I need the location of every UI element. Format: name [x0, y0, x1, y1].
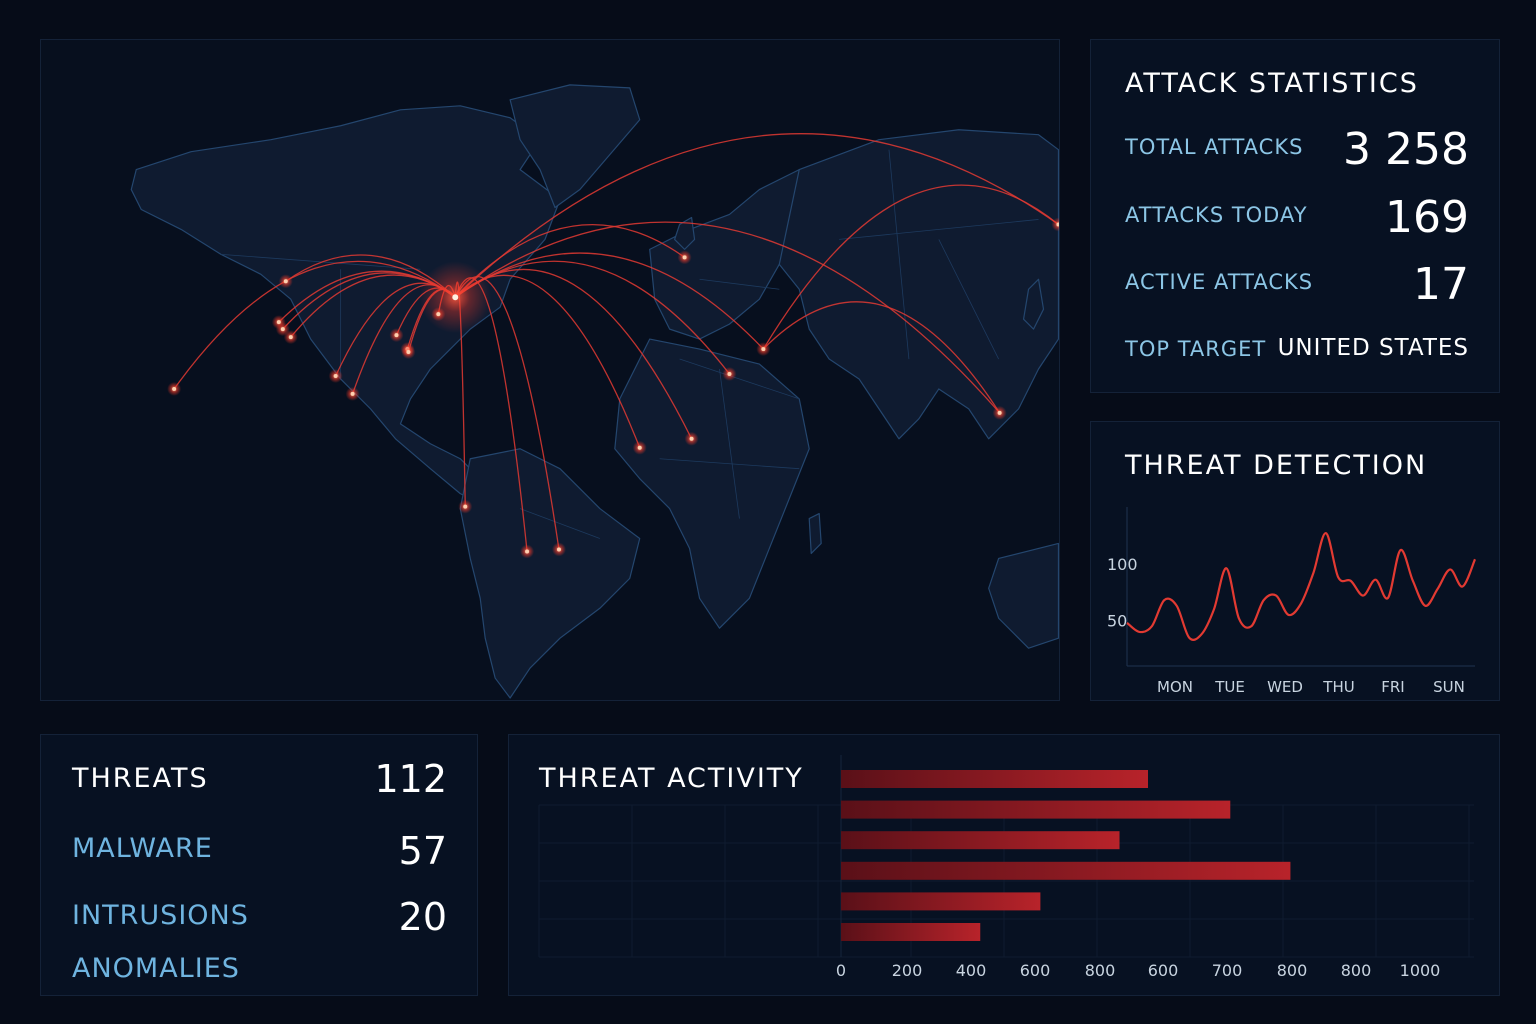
island-japan	[1022, 278, 1045, 330]
attack-point	[463, 504, 468, 509]
attack-arc	[454, 133, 1059, 298]
attack-point	[997, 410, 1002, 415]
attack-point	[406, 350, 411, 355]
continent-greenland	[509, 84, 641, 209]
attack-hub	[452, 294, 459, 301]
attack-arc	[454, 221, 1001, 414]
total-attacks-value: 3 258	[1343, 124, 1469, 175]
total-attacks-label: TOTAL ATTACKS	[1125, 135, 1304, 159]
attack-arc	[173, 260, 456, 390]
attack-point	[556, 547, 561, 552]
x-tick-label: 600	[1020, 961, 1051, 980]
threat-activity-panel: THREAT ACTIVITY 0 200 400 600 800 600 700 800 80…	[508, 734, 1500, 996]
attacks-today-value: 169	[1385, 192, 1469, 243]
world-map-svg	[130, 84, 1059, 699]
active-attacks-label: ACTIVE ATTACKS	[1125, 270, 1314, 294]
x-tick-label: TUE	[1214, 678, 1245, 696]
x-tick-label: 800	[1277, 961, 1308, 980]
attacks-today-label: ATTACKS TODAY	[1125, 203, 1308, 227]
activity-bar	[841, 892, 1041, 911]
x-tick-label: THU	[1322, 678, 1354, 696]
x-tick-label: 700	[1212, 961, 1243, 980]
x-tick-label: 800	[1341, 961, 1372, 980]
x-tick-label: SUN	[1433, 678, 1465, 696]
threat-activity-title: THREAT ACTIVITY	[539, 763, 804, 794]
attack-point	[761, 347, 766, 352]
threat-detection-chart: 100 50 MON TUE WED THU FRI SUN	[1107, 507, 1477, 696]
attack-point	[172, 386, 177, 391]
attack-point	[280, 327, 285, 332]
activity-bar	[841, 861, 1291, 880]
attack-point	[525, 549, 530, 554]
continents	[130, 84, 1059, 699]
attack-arc	[454, 223, 685, 298]
attack-statistics-panel: ATTACK STATISTICS TOTAL ATTACKS 3 258 AT…	[1090, 39, 1500, 393]
attack-point	[682, 255, 687, 260]
threat-detection-title: THREAT DETECTION	[1125, 450, 1428, 481]
top-target-label: TOP TARGET	[1125, 337, 1267, 361]
intrusions-label: INTRUSIONS	[72, 900, 249, 931]
threats-panel: THREATS 112 MALWARE 57 INTRUSIONS 20 ANO…	[40, 734, 478, 996]
x-tick-label: MON	[1157, 678, 1193, 696]
attack-point	[333, 373, 338, 378]
attack-point	[637, 445, 642, 450]
activity-bar	[841, 770, 1149, 788]
anomalies-label: ANOMALIES	[72, 953, 240, 984]
threat-activity-chart: 0 200 400 600 800 600 700 800 800 1000	[538, 755, 1474, 980]
island-madagascar	[808, 512, 822, 555]
attack-point-glow	[1051, 217, 1059, 232]
activity-bar	[841, 923, 981, 941]
y-tick-label: 100	[1107, 555, 1138, 574]
world-attack-map[interactable]	[40, 39, 1060, 701]
threats-total-value: 112	[374, 757, 447, 801]
intrusions-value: 20	[398, 895, 447, 939]
continent-africa	[614, 338, 810, 629]
activity-bar	[841, 800, 1231, 819]
attack-point	[1056, 222, 1059, 227]
attack-point	[283, 279, 288, 284]
attack-arc	[454, 252, 764, 350]
continent-asia	[778, 129, 1059, 440]
y-tick-label: 50	[1107, 612, 1127, 631]
x-tick-label: 600	[1148, 961, 1179, 980]
attack-point	[727, 371, 732, 376]
threats-title: THREATS	[72, 763, 209, 794]
activity-bar	[841, 831, 1120, 850]
x-tick-label: 400	[956, 961, 987, 980]
threat-detection-panel: THREAT DETECTION 100 50 MON TUE WED THU FRI SUN	[1090, 421, 1500, 701]
x-tick-label: 1000	[1400, 961, 1441, 980]
x-tick-label: FRI	[1381, 678, 1404, 696]
x-tick-label: 800	[1085, 961, 1116, 980]
attack-point	[288, 335, 293, 340]
continent-north-america	[130, 105, 561, 510]
attack-statistics-title: ATTACK STATISTICS	[1125, 68, 1419, 99]
threat-detection-line	[1126, 532, 1477, 641]
top-target-value: UNITED STATES	[1277, 335, 1469, 361]
x-tick-label: 200	[892, 961, 923, 980]
malware-value: 57	[398, 829, 447, 873]
island-uk	[674, 216, 696, 250]
attack-point	[394, 333, 399, 338]
x-tick-label: 0	[836, 961, 846, 980]
attack-arc	[762, 301, 1001, 414]
attack-point	[689, 436, 694, 441]
attack-point	[436, 312, 441, 317]
active-attacks-value: 17	[1413, 259, 1469, 310]
x-tick-label: WED	[1267, 678, 1303, 696]
attack-points	[167, 217, 1059, 559]
continent-australia	[988, 542, 1059, 649]
continent-south-america	[459, 448, 641, 699]
attack-arc	[762, 184, 1059, 350]
malware-label: MALWARE	[72, 833, 213, 864]
attack-point	[350, 391, 355, 396]
